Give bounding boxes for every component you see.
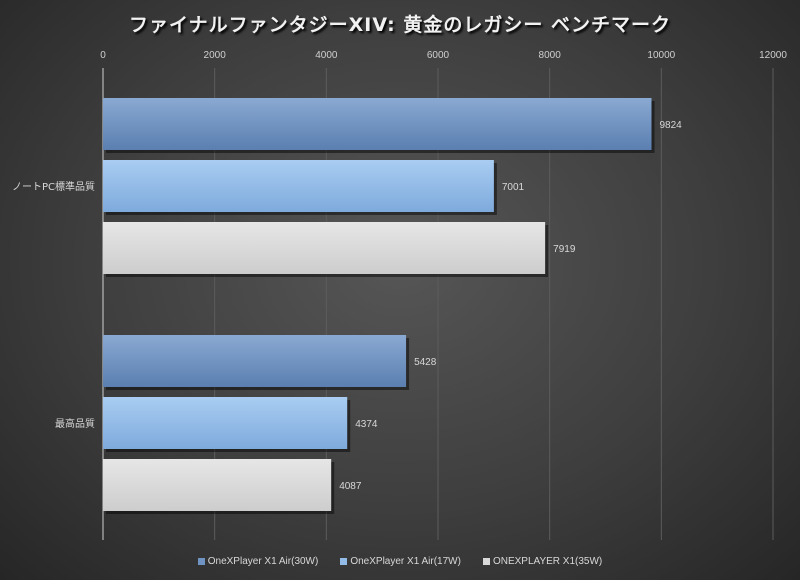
x-tick-label: 4000 [315, 50, 338, 61]
x-tick-label: 6000 [427, 50, 450, 61]
bar [103, 459, 332, 511]
legend-label: OneXPlayer X1 Air(17W) [350, 556, 461, 567]
data-label: 7001 [502, 182, 525, 193]
legend-swatch [482, 558, 490, 565]
chart-title: ファイナルファンタジーXIV: 黄金のレガシー ベンチマーク [128, 14, 672, 36]
x-tick-label: 10000 [647, 50, 675, 61]
data-label: 5428 [414, 357, 437, 368]
x-tick-label: 0 [100, 50, 106, 61]
data-label: 7919 [553, 244, 576, 255]
bar [103, 335, 407, 387]
data-label: 9824 [660, 120, 683, 131]
legend: OneXPlayer X1 Air(30W) OneXPlayer X1 Air(… [0, 556, 800, 567]
legend-swatch [197, 558, 205, 565]
bar [103, 160, 494, 212]
bar [103, 397, 348, 449]
x-tick-label: 12000 [759, 50, 787, 61]
legend-item: OneXPlayer X1 Air(30W) [197, 556, 319, 567]
legend-label: OneXPlayer X1 Air(30W) [207, 556, 319, 567]
legend-label: ONEXPLAYER X1(35W) [492, 556, 603, 567]
category-label: 最高品質 [55, 417, 95, 430]
category-label: ノートPC標準品質 [12, 180, 95, 193]
legend-item: ONEXPLAYER X1(35W) [482, 556, 603, 567]
bar [103, 98, 652, 150]
bar [103, 222, 546, 274]
x-tick-label: 8000 [539, 50, 562, 61]
legend-swatch [340, 558, 348, 565]
legend-item: OneXPlayer X1 Air(17W) [340, 556, 461, 567]
x-tick-label: 2000 [204, 50, 227, 61]
data-label: 4374 [355, 419, 378, 430]
data-label: 4087 [339, 481, 362, 492]
